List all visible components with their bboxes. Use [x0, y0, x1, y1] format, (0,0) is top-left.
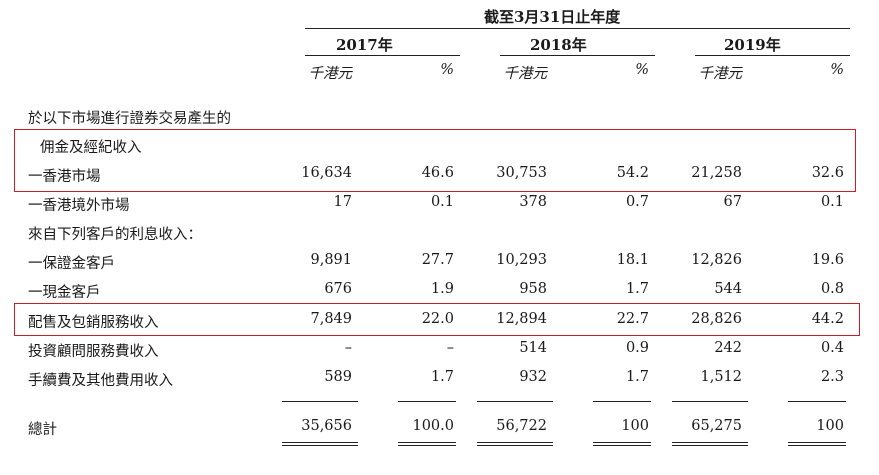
subtotal-line-2018-percent: [593, 401, 651, 402]
cell-cash-2019-percent: 0.8: [820, 281, 844, 297]
row-label-placing-underwriting: 配售及包銷服務收入: [28, 315, 159, 331]
year-2017-underline: [305, 55, 460, 56]
cell-margin-2018-percent: 18.1: [616, 252, 649, 268]
cell-overseas-2019-percent: 0.1: [820, 194, 844, 210]
year-2019-header: 2019年: [724, 36, 781, 54]
unit-2018-amount: 千港元: [503, 66, 548, 82]
unit-2019-percent: %: [830, 62, 844, 78]
period-header: 截至3月31日止年度: [484, 8, 621, 26]
cell-total-2017-amount: 35,656: [301, 418, 352, 434]
cell-margin-2018-amount: 10,293: [496, 252, 547, 268]
cell-overseas-2017-amount: 17: [333, 194, 352, 210]
cell-handling-2018-percent: 1.7: [625, 369, 649, 385]
cell-cash-2017-percent: 1.9: [430, 281, 454, 297]
subtotal-line-2018-amount: [477, 401, 553, 402]
cell-handling-2017-percent: 1.7: [430, 369, 454, 385]
total-double-line-2018-percent-bottom: [593, 445, 651, 446]
unit-2017-percent: %: [440, 62, 454, 78]
cell-margin-2017-amount: 9,891: [310, 252, 352, 268]
cell-placing-2019-amount: 28,826: [691, 311, 742, 327]
cell-advisory-2017-percent: –: [446, 340, 454, 356]
row-label-commission-brokerage: 佣金及經紀收入: [40, 140, 142, 156]
total-double-line-2019-percent-bottom: [788, 445, 846, 446]
cell-advisory-2017-amount: –: [344, 340, 352, 356]
subtotal-line-2017-percent: [398, 401, 456, 402]
unit-2018-percent: %: [635, 62, 649, 78]
row-label-interest-income: 來自下列客戶的利息收入：: [28, 227, 202, 243]
period-underline: [305, 28, 850, 29]
cell-cash-2017-amount: 676: [324, 281, 352, 297]
cell-hk-2018-percent: 54.2: [616, 165, 649, 181]
unit-2019-amount: 千港元: [698, 66, 743, 82]
cell-overseas-2017-percent: 0.1: [430, 194, 454, 210]
total-double-line-2019-amount-bottom: [672, 445, 748, 446]
cell-cash-2018-percent: 1.7: [625, 281, 649, 297]
highlight-box-commission: [14, 129, 856, 192]
row-label-margin-clients: 一保證金客戶: [28, 256, 115, 272]
cell-hk-2017-percent: 46.6: [421, 165, 454, 181]
subtotal-line-2019-amount: [672, 401, 748, 402]
cell-overseas-2018-percent: 0.7: [625, 194, 649, 210]
unit-2017-amount: 千港元: [308, 66, 353, 82]
cell-hk-2019-percent: 32.6: [811, 165, 844, 181]
cell-total-2017-percent: 100.0: [412, 418, 454, 434]
cell-hk-2018-amount: 30,753: [496, 165, 547, 181]
cell-overseas-2019-amount: 67: [723, 194, 742, 210]
cell-margin-2019-amount: 12,826: [691, 252, 742, 268]
total-double-line-2017-percent-top: [398, 442, 456, 443]
cell-total-2018-amount: 56,722: [496, 418, 547, 434]
cell-handling-2019-amount: 1,512: [700, 369, 742, 385]
cell-margin-2019-percent: 19.6: [811, 252, 844, 268]
year-2019-underline: [695, 55, 850, 56]
row-label-securities-trading: 於以下市場進行證券交易產生的: [28, 111, 231, 127]
subtotal-line-2019-percent: [788, 401, 846, 402]
row-label-cash-clients: 一現金客戶: [28, 285, 101, 301]
subtotal-line-2017-amount: [282, 401, 358, 402]
total-double-line-2017-amount-bottom: [282, 445, 358, 446]
year-2018-underline: [500, 55, 655, 56]
cell-total-2018-percent: 100: [621, 418, 649, 434]
row-label-overseas-market: 一香港境外市場: [28, 198, 130, 214]
year-2018-header: 2018年: [530, 36, 587, 54]
row-label-handling-fee: 手續費及其他費用收入: [28, 373, 173, 389]
cell-hk-2017-amount: 16,634: [301, 165, 352, 181]
cell-advisory-2019-amount: 242: [714, 340, 742, 356]
year-2017-header: 2017年: [336, 36, 393, 54]
total-double-line-2018-amount-bottom: [477, 445, 553, 446]
total-double-line-2018-amount-top: [477, 442, 553, 443]
highlight-box-placing: [14, 303, 860, 336]
cell-total-2019-percent: 100: [816, 418, 844, 434]
cell-cash-2018-amount: 958: [519, 281, 547, 297]
row-label-total: 總計: [28, 422, 57, 438]
cell-advisory-2019-percent: 0.4: [820, 340, 844, 356]
total-double-line-2019-percent-top: [788, 442, 846, 443]
cell-placing-2019-percent: 44.2: [811, 311, 844, 327]
row-label-advisory-fee: 投資顧問服務費收入: [28, 344, 159, 360]
total-double-line-2017-amount-top: [282, 442, 358, 443]
cell-hk-2019-amount: 21,258: [691, 165, 742, 181]
cell-advisory-2018-percent: 0.9: [625, 340, 649, 356]
cell-placing-2017-amount: 7,849: [310, 311, 352, 327]
cell-margin-2017-percent: 27.7: [421, 252, 454, 268]
total-double-line-2018-percent-top: [593, 442, 651, 443]
cell-advisory-2018-amount: 514: [519, 340, 547, 356]
cell-cash-2019-amount: 544: [714, 281, 742, 297]
cell-placing-2017-percent: 22.0: [421, 311, 454, 327]
total-double-line-2019-amount-top: [672, 442, 748, 443]
cell-handling-2018-amount: 932: [519, 369, 547, 385]
total-double-line-2017-percent-bottom: [398, 445, 456, 446]
cell-placing-2018-percent: 22.7: [616, 311, 649, 327]
cell-total-2019-amount: 65,275: [691, 418, 742, 434]
cell-placing-2018-amount: 12,894: [496, 311, 547, 327]
cell-overseas-2018-amount: 378: [519, 194, 547, 210]
row-label-hk-market: 一香港市場: [28, 169, 101, 185]
cell-handling-2019-percent: 2.3: [820, 369, 844, 385]
cell-handling-2017-amount: 589: [324, 369, 352, 385]
